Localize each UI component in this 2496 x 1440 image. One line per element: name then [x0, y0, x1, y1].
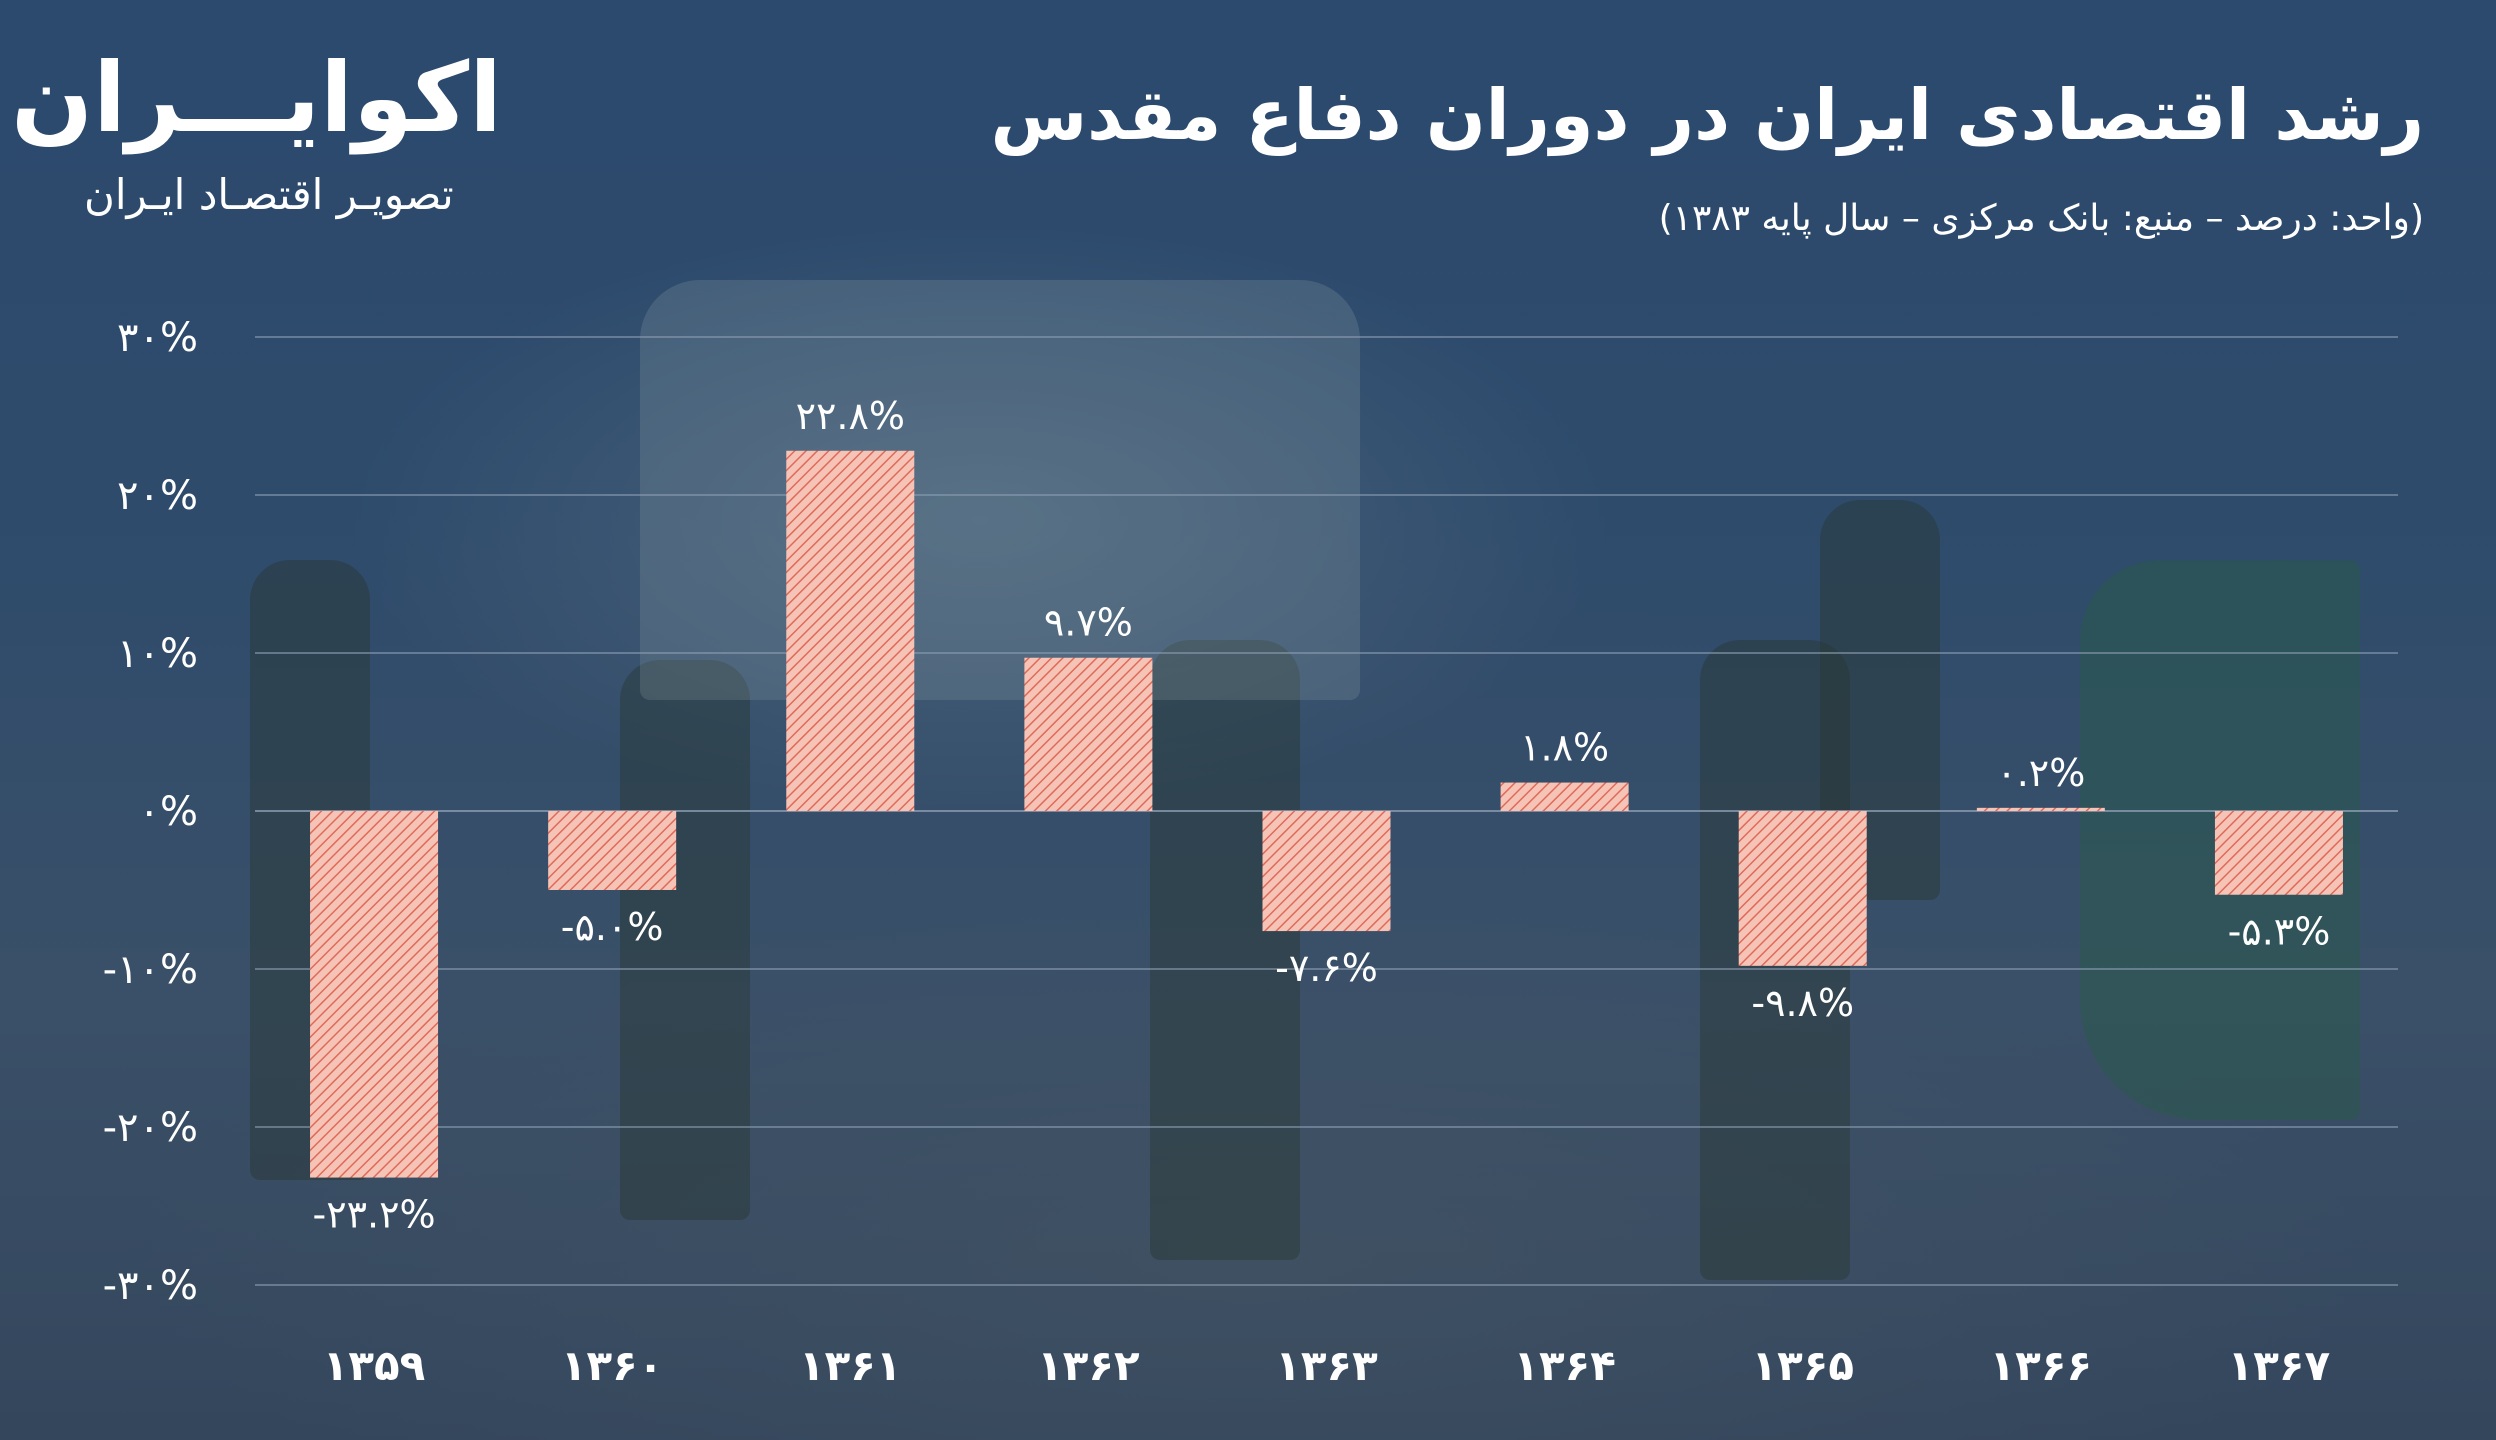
bar	[310, 811, 439, 1178]
bars	[310, 450, 2343, 1178]
y-axis: ۳۰% ۲۰% ۱۰% ۰% -۱۰% -۲۰% -۳۰%	[103, 315, 198, 1309]
bar	[548, 811, 677, 890]
data-label: ۱.۸%	[1520, 726, 1609, 770]
chart-title: رشد اقتصادی ایران در دوران دفاع مقدس	[990, 74, 2424, 156]
bar	[1976, 807, 2105, 811]
x-tick-label: ۱۳۵۹	[323, 1341, 426, 1390]
data-label: -۵.۳%	[2228, 910, 2331, 954]
truck-shape	[640, 280, 1360, 700]
x-tick-label: ۱۳۶۵	[1751, 1341, 1854, 1390]
bar	[1024, 657, 1153, 811]
logo-wordmark: اکوایـــران	[11, 42, 502, 154]
data-label: -۲۳.۲%	[312, 1193, 435, 1237]
y-tick-label: ۱۰%	[117, 631, 198, 677]
data-label: ۲۲.۸%	[796, 394, 905, 438]
y-tick-label: -۳۰%	[103, 1263, 198, 1309]
y-tick-label: -۱۰%	[103, 947, 198, 993]
bar	[1262, 811, 1391, 932]
bar	[1500, 782, 1629, 811]
y-tick-label: ۲۰%	[117, 473, 198, 519]
data-label: ۹.۷%	[1044, 601, 1133, 645]
bar	[1738, 811, 1867, 966]
x-tick-label: ۱۳۶۲	[1037, 1341, 1140, 1390]
x-tick-label: ۱۳۶۱	[799, 1341, 902, 1390]
x-tick-label: ۱۳۶۰	[561, 1341, 664, 1390]
x-tick-label: ۱۳۶۷	[2228, 1341, 2331, 1390]
logo-tagline: تصویـر اقتصـاد ایـران	[84, 170, 454, 219]
bar	[786, 450, 915, 811]
soldier-silhouette	[1150, 640, 1300, 1260]
y-tick-label: ۰%	[139, 789, 199, 835]
data-label: ۰.۲%	[1996, 751, 2085, 795]
x-axis: ۱۳۵۹ ۱۳۶۰ ۱۳۶۱ ۱۳۶۲ ۱۳۶۳ ۱۳۶۴ ۱۳۶۵ ۱۳۶۶ ۱۳۶۷	[323, 1341, 2331, 1390]
x-tick-label: ۱۳۶۴	[1513, 1341, 1616, 1390]
bar	[2214, 811, 2343, 895]
data-label: -۷.۶%	[1275, 946, 1378, 990]
chart-subtitle: (واحد: درصد – منبع: بانک مرکزی – سال پای…	[1658, 198, 2424, 239]
y-tick-label: -۲۰%	[103, 1105, 198, 1151]
x-tick-label: ۱۳۶۶	[1990, 1341, 2093, 1390]
data-label: -۵.۰%	[561, 905, 664, 949]
x-tick-label: ۱۳۶۳	[1275, 1341, 1378, 1390]
y-tick-label: ۳۰%	[117, 315, 198, 361]
data-label: -۹.۸%	[1751, 981, 1854, 1025]
data-labels: -۲۳.۲% -۵.۰% ۲۲.۸% ۹.۷% -۷.۶% ۱.۸% -۹.۸% ۰.۲% -۵…	[312, 394, 2330, 1237]
